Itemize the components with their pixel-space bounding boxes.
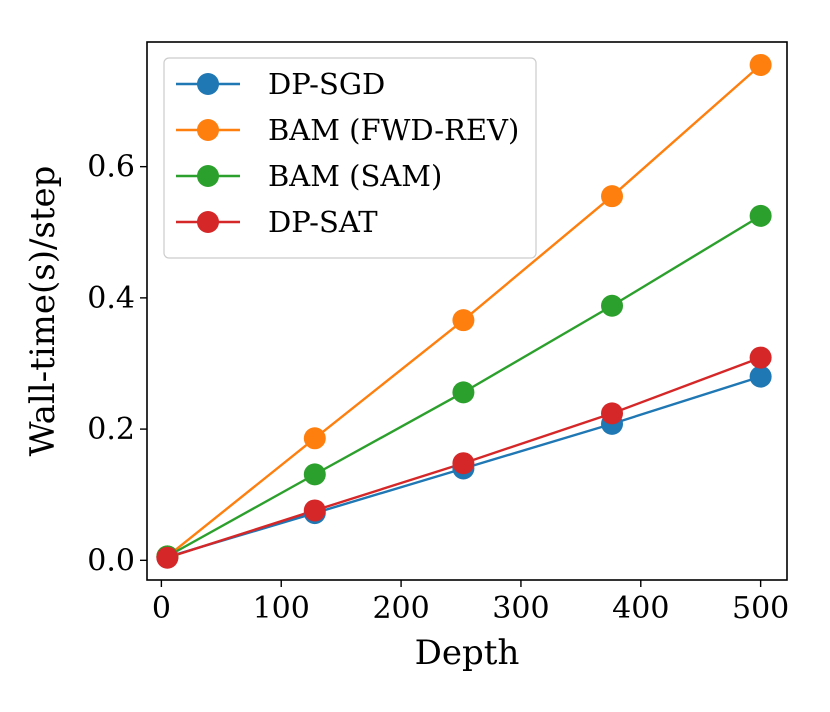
legend-label: DP-SGD <box>268 67 385 101</box>
data-point <box>452 309 475 332</box>
x-tick-label: 500 <box>732 591 789 626</box>
y-tick-label: 0.2 <box>87 412 135 447</box>
x-tick-label: 300 <box>492 591 549 626</box>
y-tick-label: 0.4 <box>87 281 135 316</box>
data-point <box>749 365 772 388</box>
data-point <box>601 294 624 317</box>
data-point <box>601 402 624 425</box>
data-point <box>452 381 475 404</box>
legend-marker <box>197 211 219 233</box>
x-tick-label: 200 <box>372 591 429 626</box>
data-point <box>749 346 772 369</box>
data-point <box>749 53 772 76</box>
x-axis-label: Depth <box>415 633 520 673</box>
data-point <box>749 204 772 227</box>
legend-box <box>163 57 537 259</box>
data-point <box>303 499 326 522</box>
legend-label: DP-SAT <box>268 205 378 239</box>
x-tick-label: 100 <box>253 591 310 626</box>
plot-area <box>156 53 772 569</box>
y-tick-label: 0.6 <box>87 150 135 185</box>
y-tick-label: 0.0 <box>87 543 135 578</box>
data-point <box>601 185 624 208</box>
legend-marker <box>197 73 219 95</box>
data-point <box>156 546 179 569</box>
legend-marker <box>197 119 219 141</box>
data-point <box>303 427 326 450</box>
x-tick-label: 0 <box>152 591 171 626</box>
plot-frame <box>146 41 788 581</box>
legend-marker <box>197 165 219 187</box>
axis-ticks: 0 100 200 300 400 500 0.0 0.2 0.4 0.6 <box>87 150 789 626</box>
legend-label: BAM (FWD-REV) <box>268 113 519 147</box>
data-point <box>303 463 326 486</box>
legend: DP-SGD BAM (FWD-REV) BAM (SAM) DP-SAT <box>163 57 537 259</box>
y-axis-label: Wall-time(s)/step <box>23 166 63 457</box>
x-tick-label: 400 <box>612 591 669 626</box>
data-point <box>452 452 475 475</box>
legend-label: BAM (SAM) <box>268 159 442 193</box>
